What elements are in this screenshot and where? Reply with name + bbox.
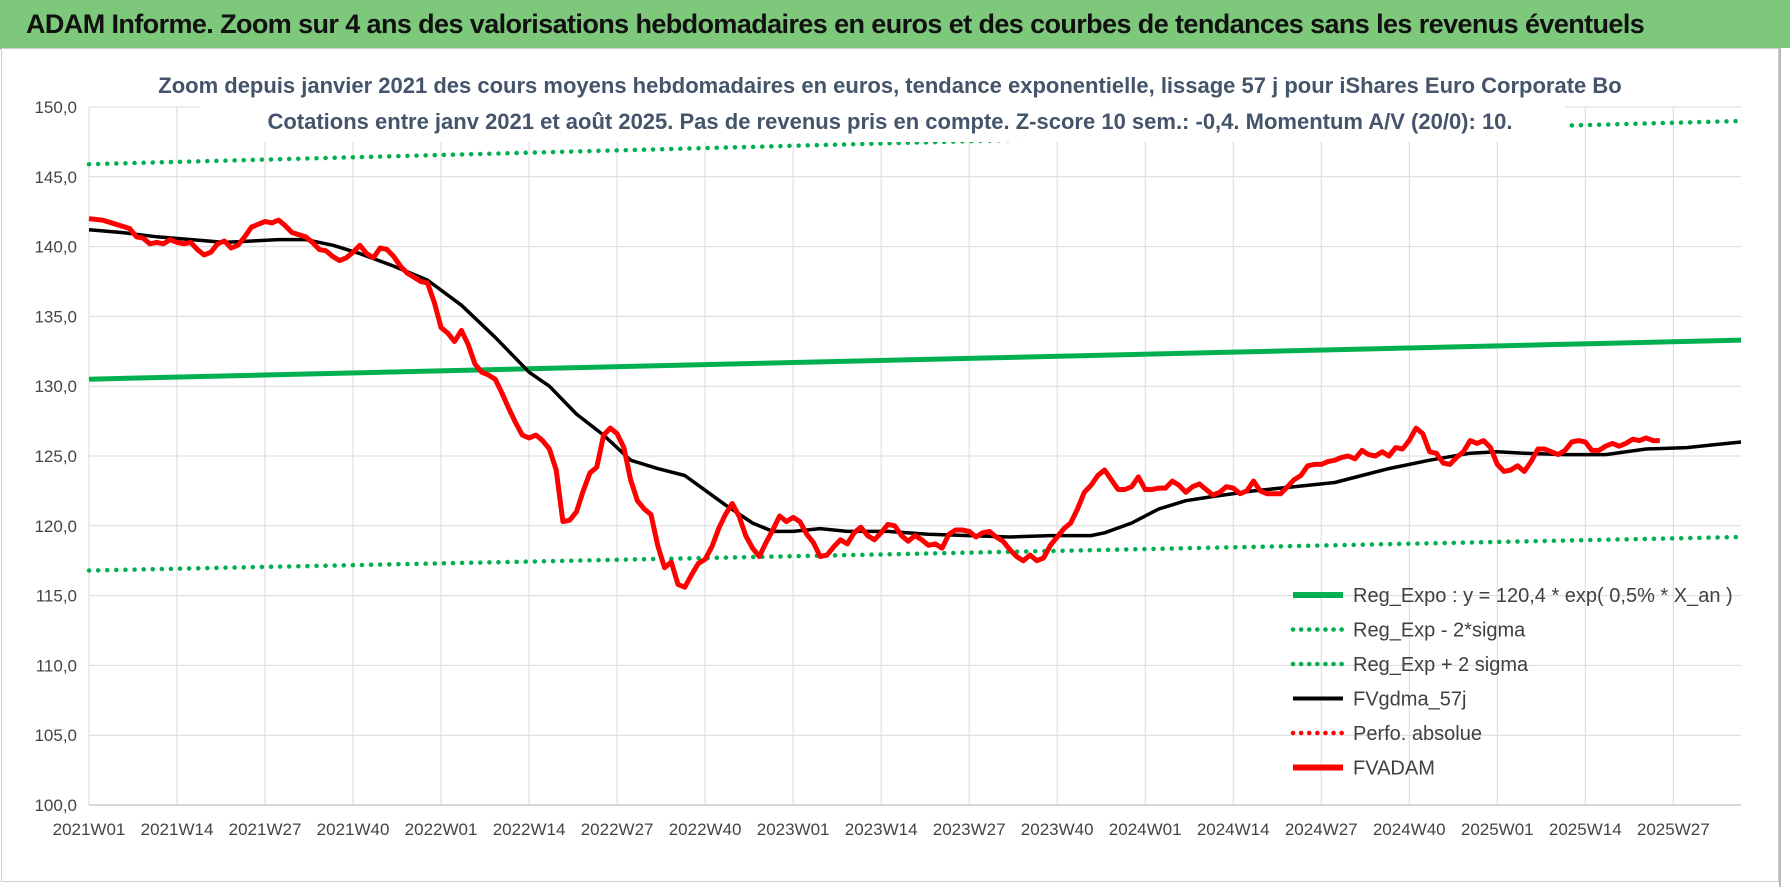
x-tick-label: 2022W14 [493,820,566,839]
series-line-1 [86,534,1744,573]
series-line-0 [88,337,1742,382]
x-tick-label: 2021W40 [317,820,390,839]
x-tick-label: 2021W14 [141,820,214,839]
x-tick-label: 2023W27 [933,820,1006,839]
report-title: ADAM Informe. Zoom sur 4 ans des valoris… [26,9,1645,39]
x-tick-label: 2025W01 [1461,820,1534,839]
legend-label: Reg_Expo : y = 120,4 * exp( 0,5% * X_an … [1353,585,1733,607]
y-tick-label: 105,0 [34,726,77,745]
legend-label: Reg_Exp + 2 sigma [1353,654,1529,676]
header-bar: ADAM Informe. Zoom sur 4 ans des valoris… [0,0,1790,49]
series-lines [86,118,1744,590]
y-tick-label: 140,0 [34,238,77,257]
x-tick-label: 2023W40 [1021,820,1094,839]
y-tick-label: 145,0 [34,168,77,187]
y-tick-label: 125,0 [34,447,77,466]
legend-label: FVADAM [1353,758,1435,780]
y-tick-label: 150,0 [34,98,77,117]
y-tick-label: 120,0 [34,517,77,536]
x-tick-label: 2025W14 [1549,820,1622,839]
legend-label: Perfo. absolue [1353,723,1482,745]
series-line-3 [88,228,1742,539]
axis-ticks: 100,0 105,0 110,0 115,0 120,0 125,0 130,0 135,0… [34,98,1709,839]
x-tick-label: 2024W40 [1373,820,1446,839]
series-line-2 [86,118,1744,167]
x-tick-label: 2024W01 [1109,820,1182,839]
x-tick-label: 2021W01 [53,820,126,839]
x-tick-label: 2022W01 [405,820,478,839]
legend: Reg_Expo : y = 120,4 * exp( 0,5% * X_an … [1290,585,1733,780]
y-tick-label: 100,0 [34,796,77,815]
x-tick-label: 2025W27 [1637,820,1710,839]
y-tick-label: 110,0 [36,656,77,675]
window-edge [1779,48,1790,887]
x-tick-label: 2021W27 [229,820,302,839]
legend-label: Reg_Exp - 2*sigma [1353,620,1526,642]
x-tick-label: 2022W27 [581,820,654,839]
series-line-5 [88,216,1660,590]
x-tick-label: 2023W01 [757,820,830,839]
x-tick-label: 2024W27 [1285,820,1358,839]
y-tick-label: 115,0 [36,587,77,606]
title-backdrop [200,66,1565,142]
y-tick-label: 130,0 [34,377,77,396]
x-tick-label: 2023W14 [845,820,918,839]
x-tick-label: 2022W40 [669,820,742,839]
chart-subtitle: Cotations entre janv 2021 et août 2025. … [267,109,1512,134]
gridlines [88,106,1741,806]
x-tick-label: 2024W14 [1197,820,1270,839]
legend-label: FVgdma_57j [1353,689,1466,711]
chart-frame [1,48,1779,882]
chart-title: Zoom depuis janvier 2021 des cours moyen… [158,73,1621,98]
y-tick-label: 135,0 [34,307,77,326]
